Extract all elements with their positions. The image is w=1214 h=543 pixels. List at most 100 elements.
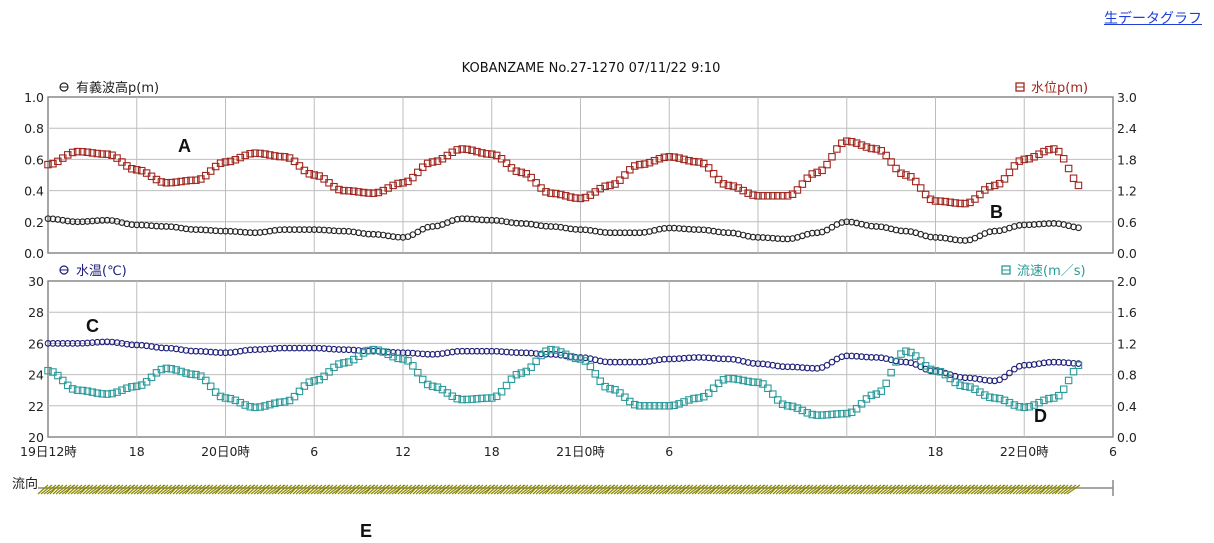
data-point [1030,361,1038,368]
flow-arrow [325,484,338,495]
data-point [335,185,343,194]
data-point [251,149,259,157]
data-point [399,234,407,241]
data-point [64,340,72,347]
data-point [872,145,881,153]
data-point [108,217,116,224]
data-point [305,170,314,178]
data-point [680,155,688,164]
data-point [211,388,220,396]
data-point [764,192,772,200]
flow-arrow [400,484,413,495]
data-point [857,400,866,408]
data-point [848,352,856,360]
flow-arrow [235,484,248,495]
data-point [177,346,185,353]
data-point [877,387,886,395]
left-tick-label: 0.6 [24,152,44,167]
data-point [222,227,229,235]
right-tick-label: 2.4 [1117,121,1137,136]
flow-arrow [985,484,998,495]
data-point [764,384,772,392]
flow-arrow [1039,484,1050,495]
flow-arrow [148,484,162,495]
data-point [576,194,585,203]
flow-arrow [670,484,683,495]
flow-arrow [367,484,379,495]
data-point [172,223,180,231]
flow-arrow [154,484,165,495]
data-point [857,141,866,149]
flow-arrow [304,484,315,495]
data-point [286,344,293,352]
x-tick-label: 22日0時 [1000,444,1049,459]
data-point [656,356,663,364]
data-point [74,340,81,347]
flow-arrow [889,484,900,495]
data-point [863,353,870,361]
data-point [739,376,747,385]
data-point [433,383,442,391]
data-point [552,189,560,198]
data-point [177,177,185,186]
flow-arrow [214,484,225,495]
data-point [641,229,648,236]
flow-arrow [787,484,799,495]
data-point [261,402,269,410]
data-point [192,370,200,379]
raw-data-graph-link[interactable]: 生データグラフ [1104,11,1202,27]
flow-arrow [634,484,645,495]
flow-arrow [898,484,912,495]
data-point [473,216,481,223]
data-point [360,230,367,237]
data-point [182,347,190,354]
data-point [44,160,52,169]
panel1-left-label: 有義波高p(m) [76,80,159,96]
data-point [212,227,219,235]
data-point [1070,359,1077,367]
data-point [478,347,486,355]
flow-arrow [874,484,885,495]
flow-arrow [403,484,417,495]
flow-arrow [289,484,300,495]
data-point [744,232,752,240]
flow-direction-label: 流向 [12,476,38,492]
data-point [621,393,629,401]
data-point [379,186,388,195]
data-point [926,195,935,204]
data-point [64,217,72,225]
panel2-left-label: 水温(℃) [76,264,127,279]
data-point [414,168,422,177]
data-point [690,354,698,361]
data-point [281,226,289,233]
data-point [493,217,501,224]
flow-arrow [559,484,570,495]
flow-arrow [52,484,64,495]
data-point [1010,162,1019,170]
flow-arrow [847,484,859,495]
data-point [868,353,875,361]
data-point [103,390,111,398]
data-point [152,175,161,184]
flow-arrow [370,484,383,495]
flow-arrow [505,484,518,495]
data-point [971,375,979,382]
data-point [365,230,372,238]
data-point [788,402,797,411]
data-point [902,358,910,366]
data-point [88,388,97,396]
data-point [359,188,368,197]
flow-arrow [994,484,1005,495]
data-point [690,226,698,233]
data-point [956,199,964,208]
flow-arrow [937,484,949,495]
flow-arrow [523,484,537,495]
flow-arrow [568,484,582,495]
data-point [68,148,77,157]
data-point [976,375,984,383]
data-point [651,357,658,364]
data-point [759,234,767,241]
data-point [453,215,461,223]
data-point [98,338,106,346]
data-point [808,364,816,372]
